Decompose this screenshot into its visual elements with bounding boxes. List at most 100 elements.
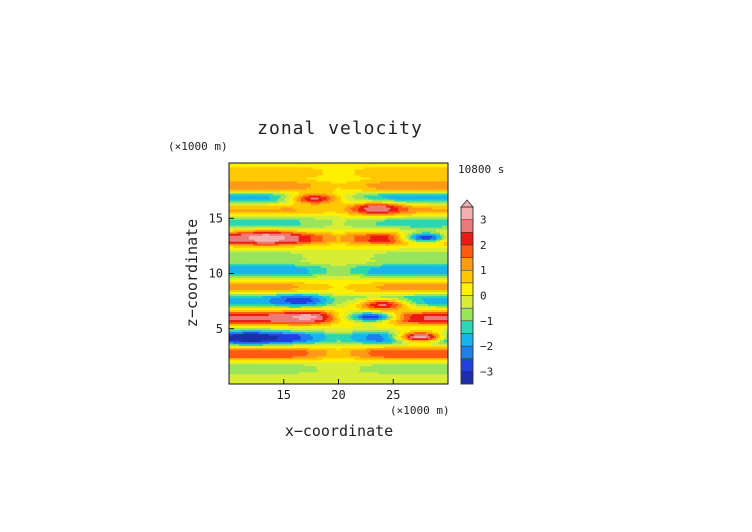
heatmap-cell (256, 293, 260, 296)
heatmap-cell (246, 297, 250, 301)
heatmap-cell (288, 369, 292, 373)
heatmap-cell (272, 223, 276, 226)
heatmap-cell (276, 265, 280, 268)
heatmap-cell (270, 293, 274, 296)
heatmap-cell (232, 309, 236, 313)
heatmap-cell (252, 215, 256, 218)
heatmap-cell (254, 305, 258, 309)
heatmap-cell (262, 205, 266, 208)
heatmap-cell (232, 301, 236, 305)
heatmap-cell (284, 189, 288, 192)
heatmap-cell (288, 301, 292, 305)
heatmap-cell (262, 203, 266, 206)
heatmap-cell (232, 319, 236, 323)
heatmap-cell (242, 335, 246, 339)
heatmap-cell (238, 337, 242, 341)
heatmap-cell (280, 365, 284, 369)
heatmap-cell (282, 375, 286, 379)
heatmap-cell (268, 339, 272, 343)
heatmap-cell (229, 297, 232, 301)
heatmap-cell (232, 271, 236, 274)
heatmap-cell (272, 173, 276, 176)
heatmap-cell (276, 199, 280, 202)
heatmap-cell (238, 199, 242, 202)
heatmap-cell (260, 261, 264, 264)
heatmap-cell (254, 349, 258, 353)
heatmap-cell (252, 247, 256, 250)
heatmap-cell (286, 311, 290, 315)
heatmap-cell (234, 249, 238, 252)
heatmap-cell (286, 241, 290, 244)
heatmap-cell (236, 219, 240, 222)
heatmap-cell (236, 177, 240, 180)
heatmap-cell (238, 263, 242, 266)
heatmap-cell (234, 331, 238, 335)
heatmap-cell (232, 287, 236, 290)
heatmap-cell (282, 357, 286, 361)
heatmap-cell (278, 215, 282, 218)
heatmap-cell (262, 337, 266, 341)
heatmap-cell (256, 295, 260, 299)
heatmap-cell (244, 243, 248, 246)
heatmap-cell (282, 207, 286, 210)
heatmap-cell (256, 313, 260, 317)
heatmap-cell (260, 309, 264, 313)
heatmap-cell (262, 255, 266, 258)
heatmap-cell (234, 379, 238, 383)
heatmap-cell (252, 279, 256, 282)
heatmap-cell (258, 375, 262, 379)
heatmap-cell (250, 219, 254, 222)
heatmap-cell (286, 277, 290, 280)
heatmap-cell (254, 355, 258, 359)
heatmap-cell (266, 315, 270, 319)
heatmap-cell (250, 237, 254, 240)
heatmap-cell (262, 193, 266, 196)
heatmap-cell (262, 179, 266, 182)
heatmap-cell (270, 169, 274, 172)
heatmap-cell (268, 225, 272, 228)
heatmap-cell (242, 345, 246, 349)
heatmap-cell (254, 201, 258, 204)
heatmap-cell (272, 213, 276, 216)
heatmap-cell (246, 215, 250, 218)
heatmap-cell (236, 335, 240, 339)
heatmap-cell (272, 175, 276, 178)
heatmap-cell (286, 261, 290, 264)
heatmap-cell (278, 329, 282, 333)
heatmap-cell (246, 289, 250, 292)
heatmap-cell (242, 285, 246, 288)
heatmap-cell (282, 309, 286, 313)
heatmap-cell (266, 225, 270, 228)
heatmap-cell (278, 187, 282, 190)
heatmap-cell (229, 213, 232, 216)
heatmap-cell (246, 317, 250, 321)
heatmap-cell (242, 353, 246, 357)
heatmap-cell (240, 211, 244, 214)
heatmap-cell (248, 179, 252, 182)
heatmap-cell (268, 227, 272, 230)
heatmap-cell (278, 297, 282, 301)
heatmap-cell (250, 239, 254, 242)
heatmap-cell (270, 303, 274, 307)
heatmap-cell (276, 279, 280, 282)
heatmap-cell (238, 339, 242, 343)
heatmap-cell (236, 233, 240, 236)
heatmap-cell (248, 181, 252, 184)
heatmap-cell (242, 163, 246, 166)
heatmap-cell (256, 369, 260, 373)
heatmap-cell (268, 349, 272, 353)
heatmap-cell (256, 201, 260, 204)
heatmap-cell (250, 289, 254, 292)
heatmap-cell (230, 167, 234, 170)
heatmap-cell (248, 347, 252, 351)
heatmap-cell (244, 179, 248, 182)
heatmap-cell (264, 243, 268, 246)
heatmap-cell (272, 259, 276, 262)
heatmap-cell (232, 165, 236, 168)
heatmap-cell (272, 187, 276, 190)
heatmap-cell (270, 179, 274, 182)
heatmap-cell (270, 321, 274, 325)
heatmap-cell (266, 299, 270, 303)
heatmap-cell (288, 245, 292, 248)
heatmap-cell (286, 357, 290, 361)
